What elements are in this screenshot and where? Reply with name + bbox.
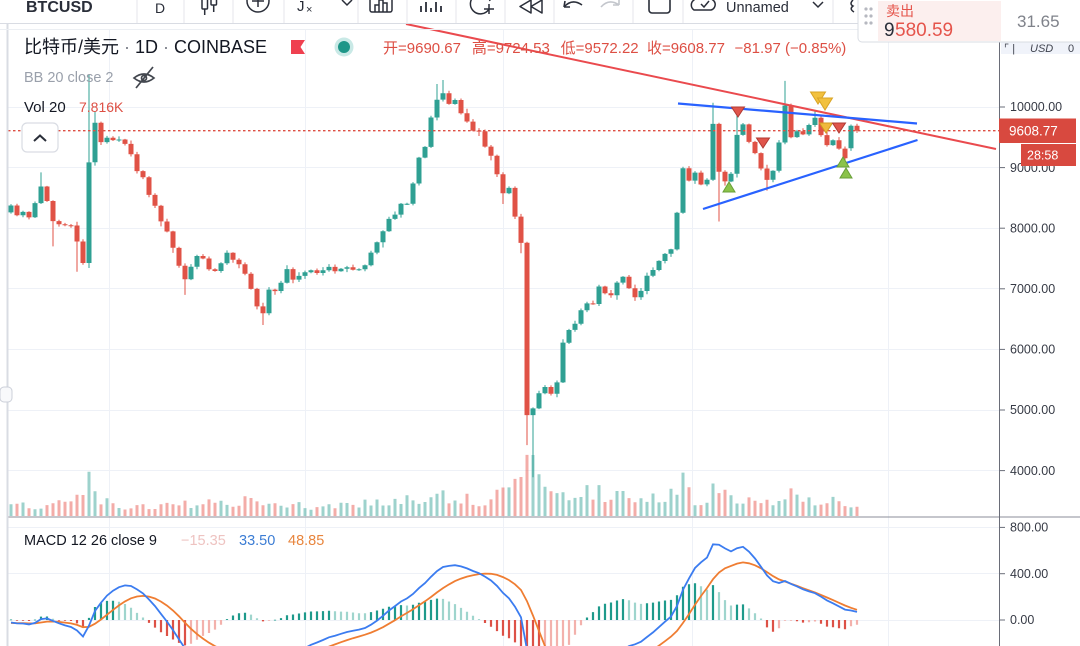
svg-text:BB 20 close 2: BB 20 close 2 [24, 70, 113, 86]
svg-text:7.816K: 7.816K [79, 99, 124, 115]
svg-text:4000.00: 4000.00 [1010, 464, 1055, 478]
svg-text:33.50: 33.50 [239, 533, 275, 549]
svg-text:28:58: 28:58 [1027, 149, 1058, 163]
svg-text:卖出: 卖出 [886, 3, 914, 19]
svg-text:0: 0 [1068, 43, 1074, 55]
svg-text:开=9690.67 高=9724.53 低=95: 开=9690.67 高=9724.53 低=9572.22 收=9608.77 … [383, 40, 846, 57]
svg-text:USD: USD [1030, 43, 1053, 55]
svg-text:MACD 12 26 close 9: MACD 12 26 close 9 [24, 533, 157, 549]
svg-text:×: × [306, 4, 312, 16]
svg-text:9608.77: 9608.77 [1009, 124, 1058, 139]
svg-text:J: J [297, 0, 305, 15]
svg-text:580.59: 580.59 [895, 20, 953, 41]
svg-text:比特币/美元 · 1D · COINBASE: 比特币/美元 · 1D · COINBASE [24, 37, 267, 57]
svg-text:8000.00: 8000.00 [1010, 221, 1055, 235]
svg-text:BTCUSD: BTCUSD [26, 0, 93, 16]
svg-text:−15.35: −15.35 [181, 533, 226, 549]
svg-text:800.00: 800.00 [1010, 521, 1048, 535]
svg-text:9: 9 [884, 20, 895, 41]
svg-text:31.65: 31.65 [1017, 12, 1060, 31]
svg-text:7000.00: 7000.00 [1010, 282, 1055, 296]
svg-text:Vol 20: Vol 20 [24, 99, 66, 116]
svg-text:400.00: 400.00 [1010, 567, 1048, 581]
svg-text:10000.00: 10000.00 [1010, 100, 1062, 114]
svg-text:D: D [155, 0, 165, 16]
svg-text:6000.00: 6000.00 [1010, 343, 1055, 357]
svg-text:5000.00: 5000.00 [1010, 403, 1055, 417]
svg-text:48.85: 48.85 [288, 533, 324, 549]
svg-text:Unnamed: Unnamed [726, 0, 789, 16]
svg-text:0.00: 0.00 [1010, 613, 1034, 627]
svg-text:⌜ |: ⌜ | [1004, 43, 1015, 55]
